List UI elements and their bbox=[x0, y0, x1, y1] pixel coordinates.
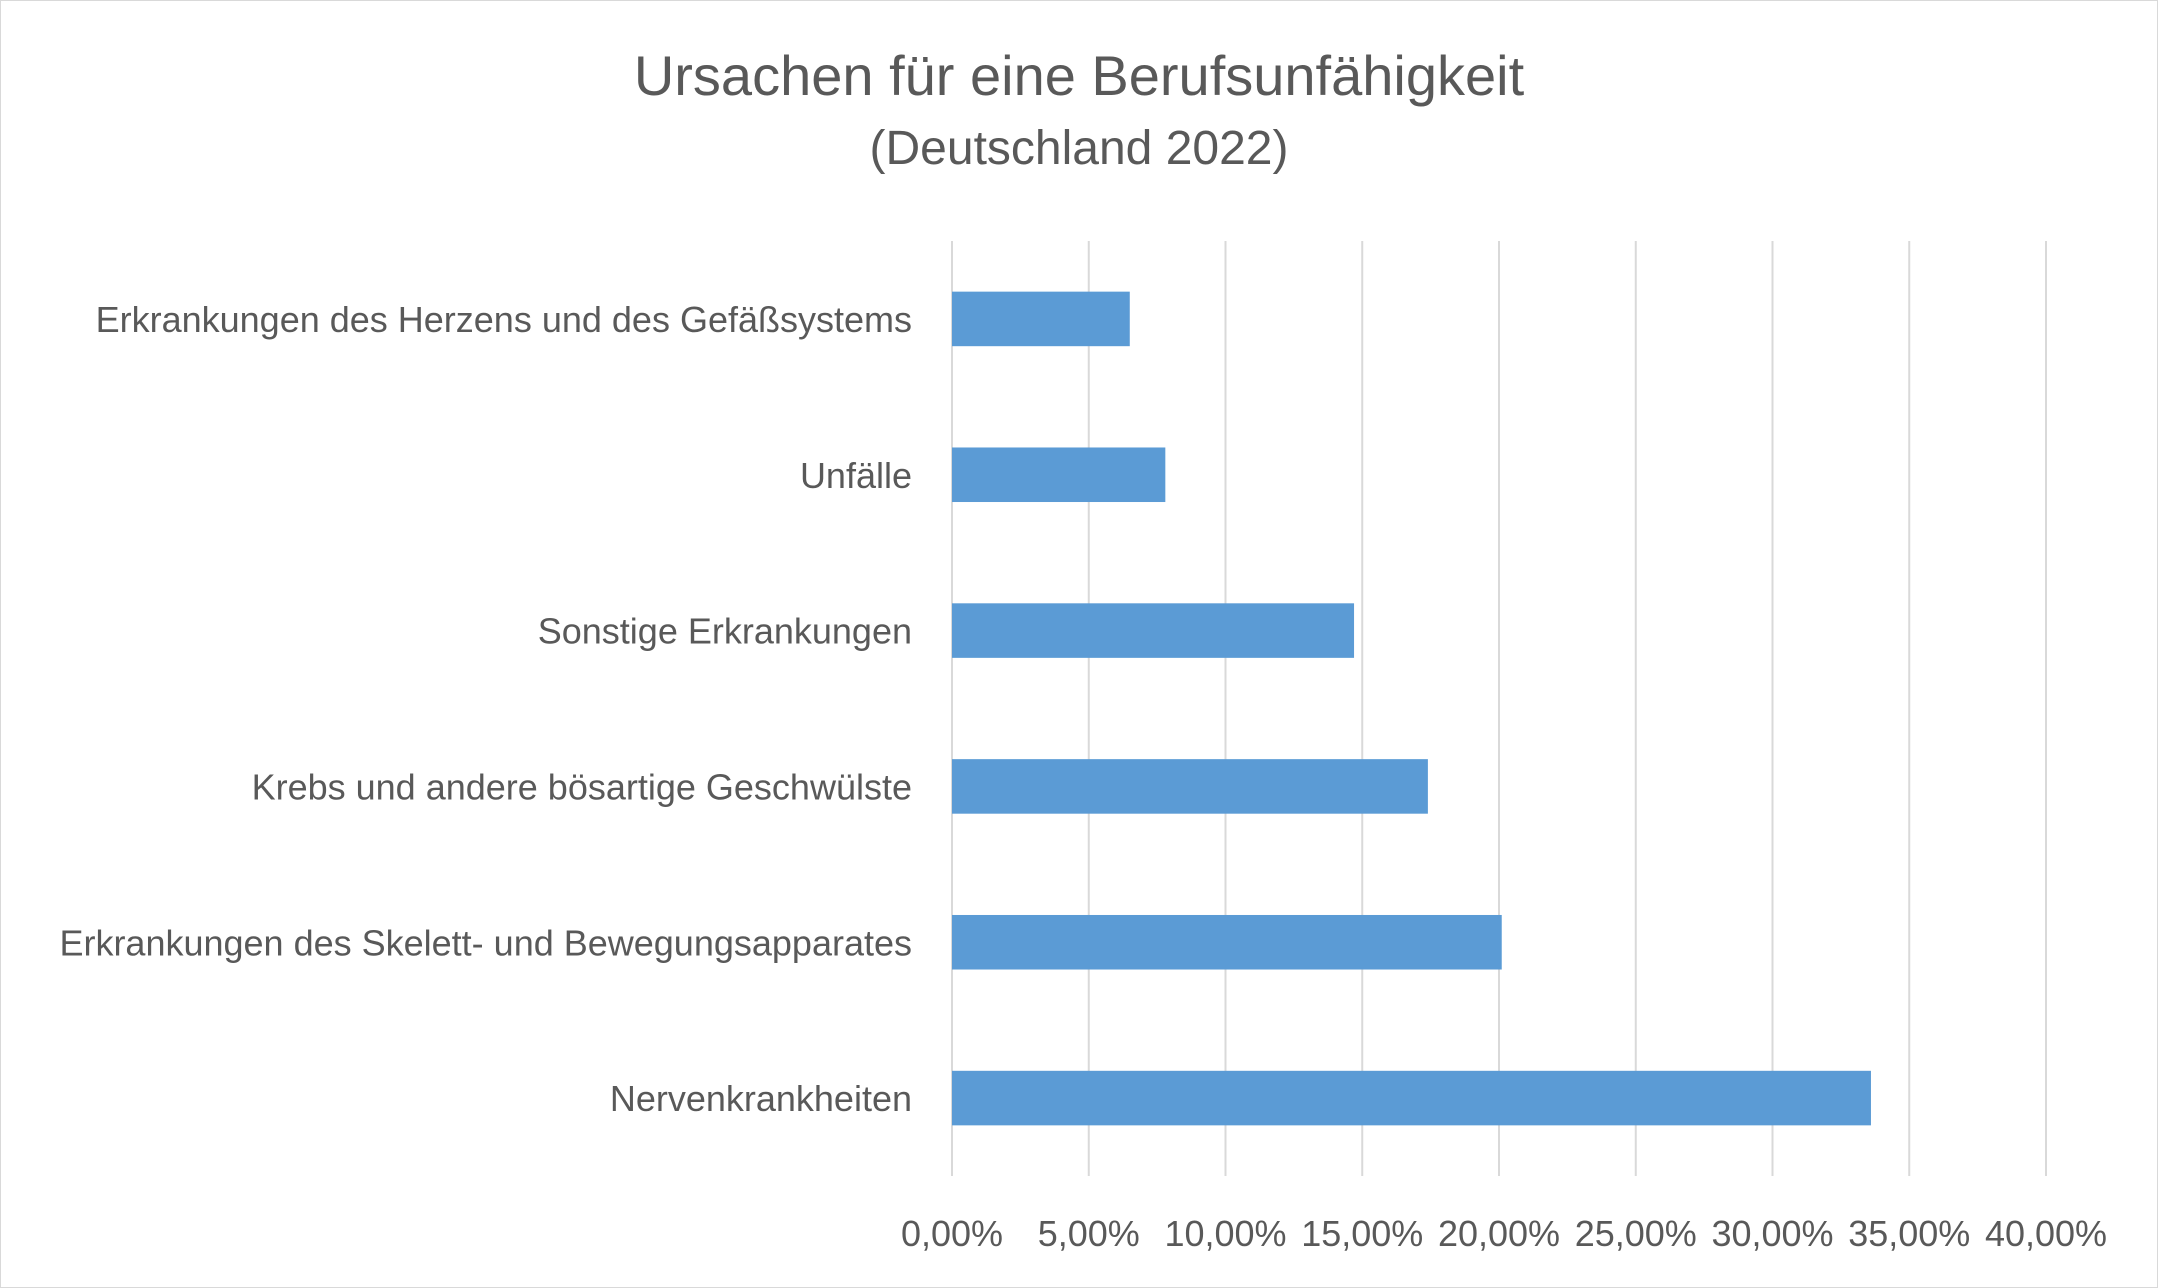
bar bbox=[952, 914, 1502, 970]
x-tick-label: 5,00% bbox=[1038, 1213, 1140, 1254]
bar bbox=[952, 1070, 1871, 1126]
bar bbox=[952, 603, 1355, 658]
x-tick-label: 40,00% bbox=[1985, 1213, 2107, 1254]
x-tick-label: 10,00% bbox=[1164, 1213, 1286, 1254]
x-tick-label: 25,00% bbox=[1575, 1213, 1697, 1254]
category-label: Unfälle bbox=[800, 455, 912, 496]
x-tick-label: 20,00% bbox=[1438, 1213, 1560, 1254]
x-tick-label: 15,00% bbox=[1301, 1213, 1423, 1254]
x-tick-label: 35,00% bbox=[1848, 1213, 1970, 1254]
bar bbox=[952, 759, 1428, 814]
bar bbox=[952, 291, 1130, 347]
category-label: Sonstige Erkrankungen bbox=[538, 611, 912, 652]
category-label: Krebs und andere bösartige Geschwülste bbox=[252, 766, 912, 807]
chart-subtitle: (Deutschland 2022) bbox=[869, 122, 1289, 175]
category-label: Nervenkrankheiten bbox=[610, 1078, 912, 1119]
category-label: Erkrankungen des Herzens und des Gefäßsy… bbox=[96, 299, 912, 340]
chart-title: Ursachen für eine Berufsunfähigkeit bbox=[633, 44, 1525, 107]
bar bbox=[952, 447, 1166, 503]
x-tick-label: 0,00% bbox=[901, 1213, 1003, 1254]
x-tick-label: 30,00% bbox=[1711, 1213, 1833, 1254]
category-label: Erkrankungen des Skelett- und Bewegungsa… bbox=[59, 922, 912, 963]
